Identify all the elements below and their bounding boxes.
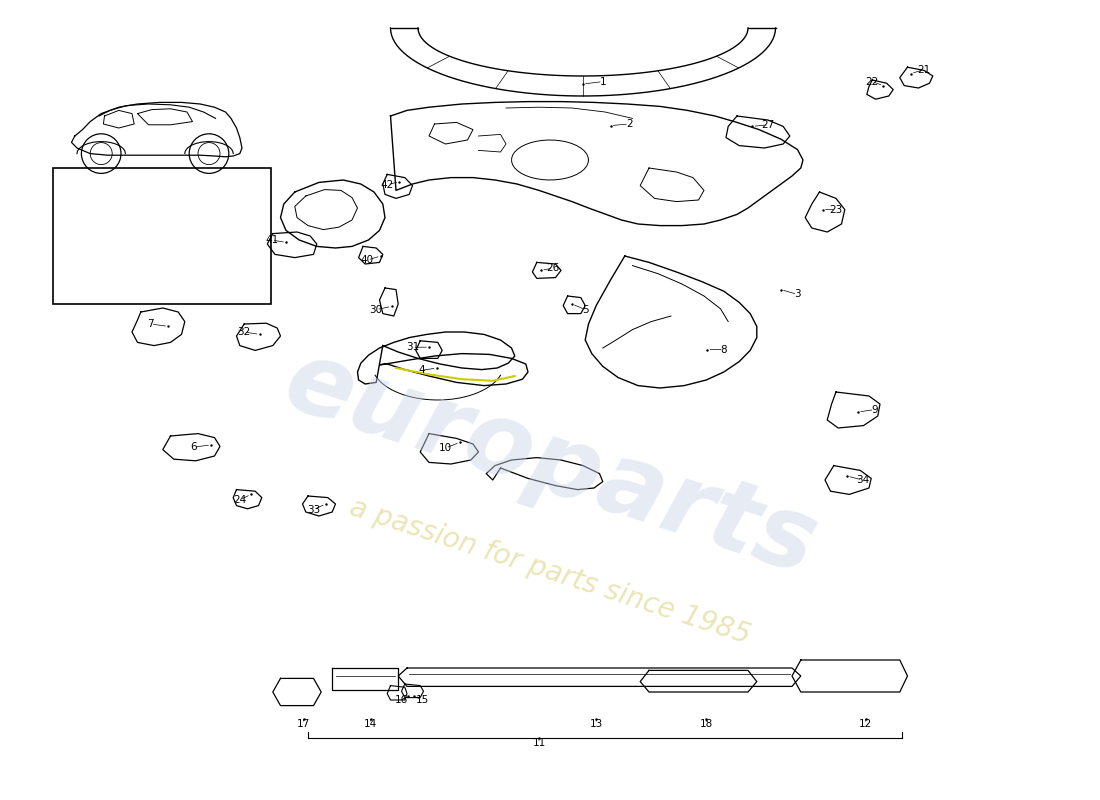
Text: 30: 30 — [370, 305, 383, 314]
Text: 8: 8 — [720, 345, 727, 354]
Text: 9: 9 — [871, 405, 878, 414]
Text: 23: 23 — [829, 205, 843, 214]
Text: 26: 26 — [547, 263, 560, 273]
Text: 17: 17 — [297, 719, 310, 729]
Text: 2: 2 — [626, 119, 632, 129]
Text: a passion for parts since 1985: a passion for parts since 1985 — [346, 494, 754, 650]
Text: 13: 13 — [590, 719, 603, 729]
Text: 42: 42 — [381, 180, 394, 190]
Text: 15: 15 — [416, 695, 429, 705]
Text: 6: 6 — [190, 442, 197, 452]
Text: 1: 1 — [600, 77, 606, 86]
Text: 41: 41 — [265, 235, 278, 245]
Text: 10: 10 — [439, 443, 452, 453]
Text: 27: 27 — [761, 120, 774, 130]
Text: 3: 3 — [794, 290, 801, 299]
Text: 34: 34 — [856, 475, 869, 485]
Text: europarts: europarts — [272, 333, 828, 595]
Text: 32: 32 — [238, 327, 251, 337]
Text: 14: 14 — [364, 719, 377, 729]
Bar — [53, 168, 271, 304]
Text: 5: 5 — [582, 305, 588, 314]
Text: 4: 4 — [418, 366, 425, 375]
Text: 16: 16 — [395, 695, 408, 705]
Text: 33: 33 — [307, 505, 320, 514]
Text: 21: 21 — [917, 65, 931, 74]
Text: 11: 11 — [532, 738, 546, 748]
Text: 40: 40 — [361, 255, 374, 265]
Text: 22: 22 — [866, 77, 879, 86]
Text: 18: 18 — [700, 719, 713, 729]
Text: 7: 7 — [147, 319, 154, 329]
Text: 24: 24 — [233, 495, 246, 505]
Text: 12: 12 — [859, 719, 872, 729]
Text: 31: 31 — [406, 342, 419, 352]
